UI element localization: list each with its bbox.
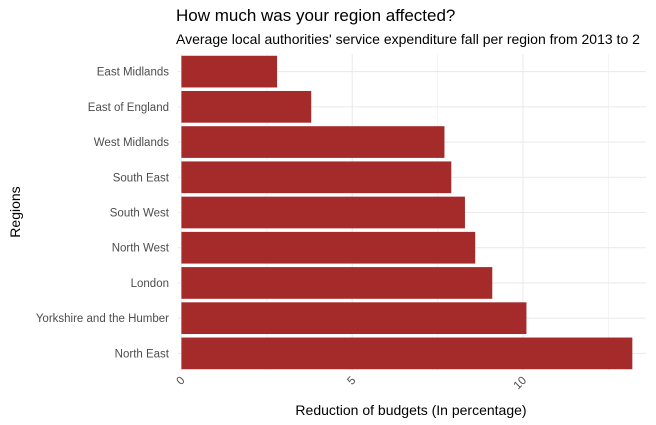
x-axis-title: Reduction of budgets (In percentage)	[295, 402, 526, 418]
y-tick-label: East of England	[88, 102, 169, 114]
y-axis-title: Regions	[7, 186, 23, 237]
bar-east-of-england	[181, 90, 312, 123]
y-tick-label: South East	[113, 172, 170, 184]
y-tick-label: London	[131, 278, 169, 290]
y-tick-labels: East Midlands East of England West Midland…	[36, 67, 170, 361]
y-tick-label: North East	[115, 348, 170, 360]
y-tick-label: North West	[112, 243, 170, 255]
y-tick-label: South West	[110, 208, 170, 220]
bar-south-west	[181, 196, 465, 229]
bars	[181, 55, 633, 370]
x-tick-label: 5	[345, 375, 358, 388]
bar-west-midlands	[181, 126, 445, 158]
x-tick-label: 10	[512, 375, 530, 393]
bar-yorkshire-and-the-humber	[181, 302, 527, 335]
x-tick-labels: 0 5 10	[175, 375, 530, 393]
chart-title: How much was your region affected?	[176, 6, 456, 25]
y-tick-label: Yorkshire and the Humber	[36, 313, 169, 325]
bar-north-east	[181, 337, 633, 370]
bar-north-west	[181, 231, 476, 264]
y-tick-label: East Midlands	[97, 67, 169, 79]
x-tick-label: 0	[175, 375, 188, 388]
y-tick-label: West Midlands	[94, 137, 169, 149]
chart-subtitle: Average local authorities' service expen…	[176, 31, 640, 47]
bar-east-midlands	[181, 55, 278, 88]
bar-south-east	[181, 161, 452, 194]
bar-london	[181, 267, 493, 299]
